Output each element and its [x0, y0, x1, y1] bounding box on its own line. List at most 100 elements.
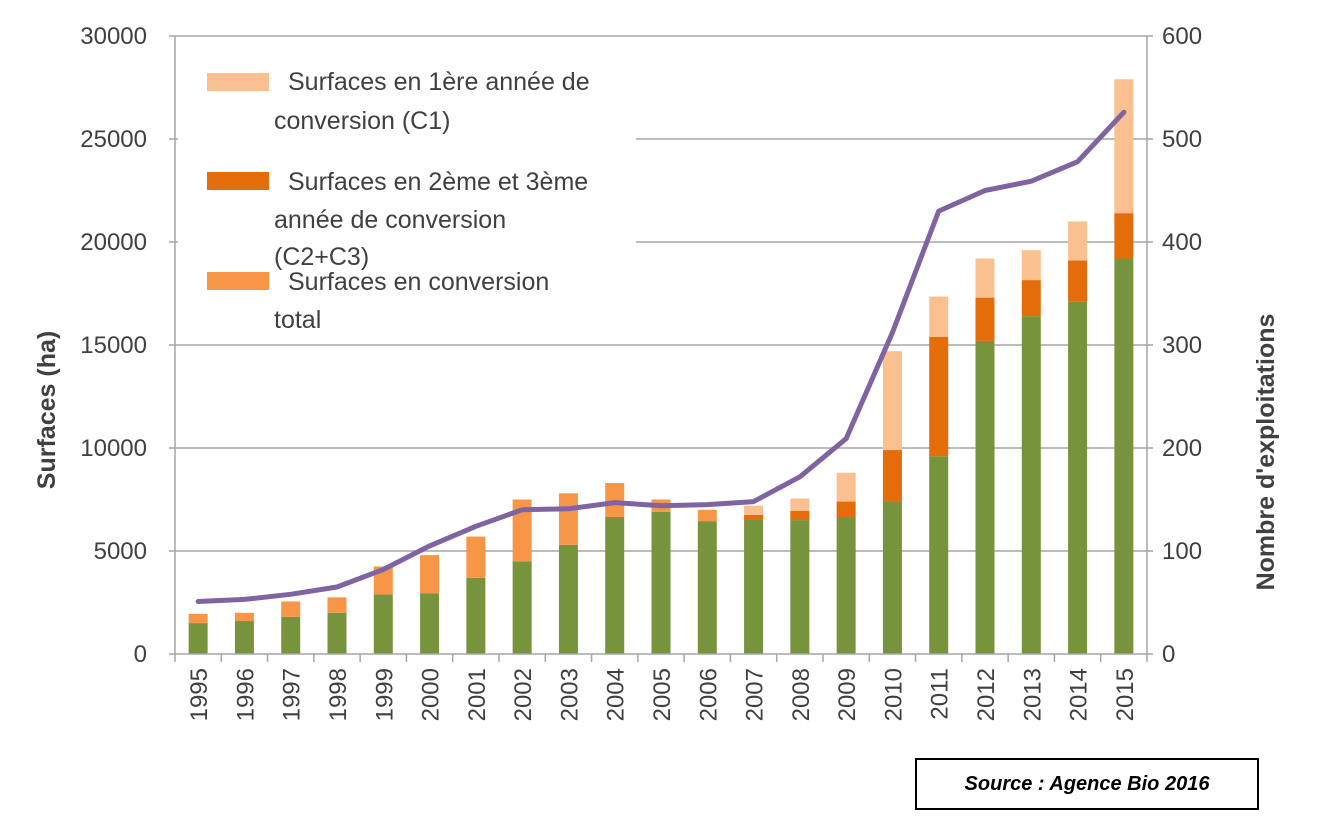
source-label: Source : Agence Bio 2016	[964, 772, 1210, 795]
line-point	[890, 330, 895, 335]
bar-segment	[882, 501, 902, 654]
line-point	[288, 592, 293, 597]
x-tick-label: 2010	[880, 668, 907, 721]
x-tick-label: 2001	[464, 668, 491, 721]
line-point	[242, 597, 247, 602]
line-point	[936, 208, 941, 214]
line-point	[473, 524, 479, 529]
bar-segment	[1068, 221, 1088, 261]
bar-segment	[744, 505, 764, 515]
line-point	[797, 474, 803, 480]
y2-tick-label: 300	[1162, 332, 1202, 359]
line-point	[519, 507, 525, 512]
bar-segment	[420, 593, 440, 654]
y2-tick-label: 600	[1162, 23, 1202, 50]
legend-label: conversion (C1)	[274, 107, 450, 135]
bar-segment	[790, 520, 810, 654]
y-axis-title: Surfaces (ha)	[33, 331, 61, 489]
y2-tick-label: 0	[1162, 641, 1175, 668]
x-tick-label: 1999	[371, 668, 398, 721]
bar-segment	[975, 297, 995, 341]
x-tick-label: 2009	[834, 668, 861, 721]
source-box: Source : Agence Bio 2016	[915, 758, 1259, 810]
legend-swatch	[207, 272, 269, 290]
bar-segment	[744, 519, 764, 654]
line-point	[658, 503, 664, 508]
x-tick-label: 2011	[927, 668, 954, 720]
bar-segment	[281, 616, 301, 654]
legend-label: Surfaces en conversion	[288, 268, 549, 296]
x-tick-label: 2012	[973, 668, 1000, 721]
bar-segment	[836, 501, 856, 518]
x-tick-label: 2000	[418, 668, 445, 721]
bar-segment	[975, 340, 995, 654]
y2-tick-label: 500	[1162, 126, 1202, 153]
y-tick-label: 15000	[80, 332, 147, 359]
bar-segment	[1068, 260, 1088, 302]
y-tick-label: 10000	[80, 435, 147, 462]
bar-segment	[1114, 79, 1134, 214]
bar-segment	[234, 621, 254, 654]
bars	[188, 79, 1134, 654]
legend-swatch	[207, 73, 269, 91]
y-tick-label: 5000	[94, 538, 147, 565]
line-point	[705, 502, 710, 507]
x-tick-label: 2005	[649, 668, 676, 721]
bar-segment	[1021, 316, 1041, 654]
bar-segment	[512, 499, 532, 562]
bar-segment	[327, 612, 347, 654]
bar-segment	[605, 483, 625, 518]
bar-segment	[373, 594, 393, 654]
bar-segment	[466, 577, 486, 654]
legend-swatch	[207, 172, 269, 190]
y2-tick-label: 400	[1162, 229, 1202, 256]
exploitations-line-layer	[195, 109, 1127, 604]
legend-label: année de conversion	[274, 206, 506, 234]
line-point	[1075, 159, 1080, 164]
y-tick-label: 0	[134, 641, 147, 668]
bar-segment	[281, 601, 301, 617]
bar-segment	[697, 509, 717, 522]
bar-segment	[234, 612, 254, 622]
bar-segment	[929, 336, 949, 457]
line-point	[381, 567, 386, 572]
x-tick-label: 1997	[279, 668, 306, 721]
y-tick-label: 20000	[80, 229, 147, 256]
bar-segment	[1021, 250, 1041, 281]
bar-segment	[1068, 301, 1088, 654]
line-point	[334, 584, 340, 590]
bar-segment	[929, 296, 949, 337]
x-tick-label: 2002	[510, 668, 537, 721]
bar-segment	[744, 514, 764, 520]
bar-segment	[975, 258, 995, 298]
bar-segment	[605, 517, 625, 654]
x-tick-label: 2008	[788, 668, 815, 721]
legend-label: total	[274, 306, 321, 334]
bar-segment	[790, 498, 810, 511]
line-point	[1029, 179, 1034, 184]
bar-segment	[420, 555, 440, 594]
axes: 0 5000 10000 15000 20000 25000 30000 0 100 200 300…	[80, 23, 1202, 721]
legend-label: Surfaces en 1ère année de	[288, 68, 590, 96]
line-point	[843, 436, 849, 441]
x-tick-label: 2007	[742, 668, 769, 721]
bar-segment	[836, 517, 856, 654]
bar-segment	[1114, 258, 1134, 654]
bar-segment	[697, 521, 717, 654]
line-point	[612, 500, 617, 505]
bar-segment	[882, 351, 902, 451]
bar-segment	[327, 597, 347, 613]
line-point	[982, 188, 988, 193]
legend-label: Surfaces en 2ème et 3ème	[288, 168, 588, 196]
bar-segment	[790, 510, 810, 521]
bar-segment	[1021, 280, 1041, 317]
x-tick-label: 1996	[232, 668, 259, 721]
y2-tick-label: 200	[1162, 435, 1202, 462]
line-point	[751, 499, 756, 504]
x-tick-label: 2014	[1066, 668, 1093, 721]
x-tick-label: 2003	[556, 668, 583, 721]
legend-label: (C2+C3)	[274, 243, 369, 271]
bar-segment	[188, 623, 208, 654]
x-tick-label: 1995	[186, 668, 213, 721]
